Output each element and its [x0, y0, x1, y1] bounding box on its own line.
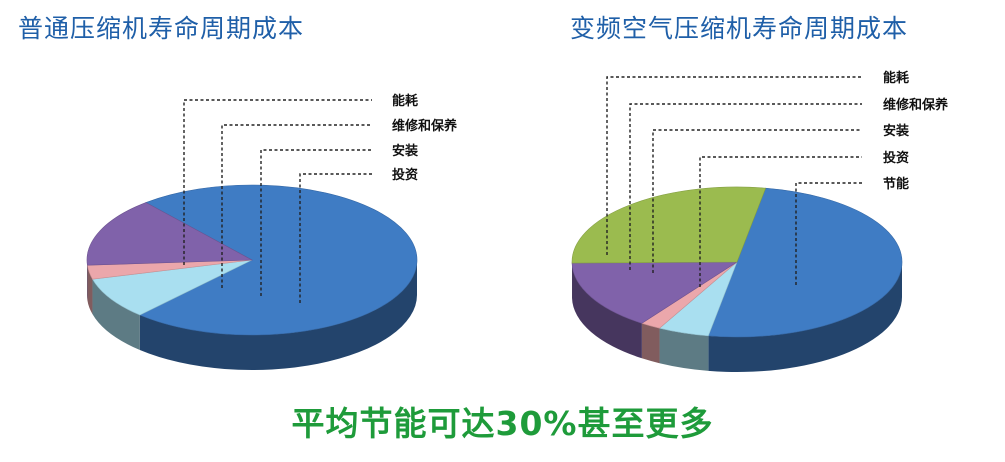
pie-slice: [139, 184, 418, 336]
legend-label: 安装: [883, 123, 909, 139]
legend-leader-line: [183, 99, 372, 265]
legend-leader-line: [606, 76, 862, 255]
pie-slice: [91, 259, 253, 316]
pie-slice-side: [708, 262, 902, 373]
legend-leader-line: [795, 182, 862, 285]
legend-label: 维修和保养: [883, 97, 949, 113]
legend-label: 能耗: [883, 70, 909, 86]
pie-slice-side: [659, 328, 709, 371]
footer-slogan: 平均节能可达30%甚至更多: [291, 404, 714, 443]
chart-title-right: 变频空气压缩机寿命周期成本: [570, 14, 909, 43]
legend-label: 安装: [392, 143, 418, 159]
pie-slice-side: [572, 263, 642, 359]
chart-title-left: 普通压缩机寿命周期成本: [18, 14, 305, 43]
pie-slice: [571, 261, 739, 324]
pie-slice: [707, 187, 903, 338]
pie-slice-side: [92, 279, 140, 351]
legend-label: 投资: [883, 150, 909, 166]
legend-leader-line: [652, 129, 862, 273]
legend-label: 节能: [883, 176, 909, 192]
legend-label: 维修和保养: [392, 118, 458, 134]
pie-slice-side: [641, 323, 660, 364]
legend-leader-line: [299, 173, 372, 303]
legend-leader-line: [629, 103, 862, 270]
legend-label: 能耗: [392, 93, 418, 109]
pie-slice-side: [139, 260, 417, 371]
legend-label: 投资: [392, 167, 418, 183]
pie-slice: [571, 186, 767, 264]
legend-leader-line: [260, 149, 372, 296]
pie-slice: [86, 202, 254, 266]
legend-leader-line: [699, 156, 862, 287]
